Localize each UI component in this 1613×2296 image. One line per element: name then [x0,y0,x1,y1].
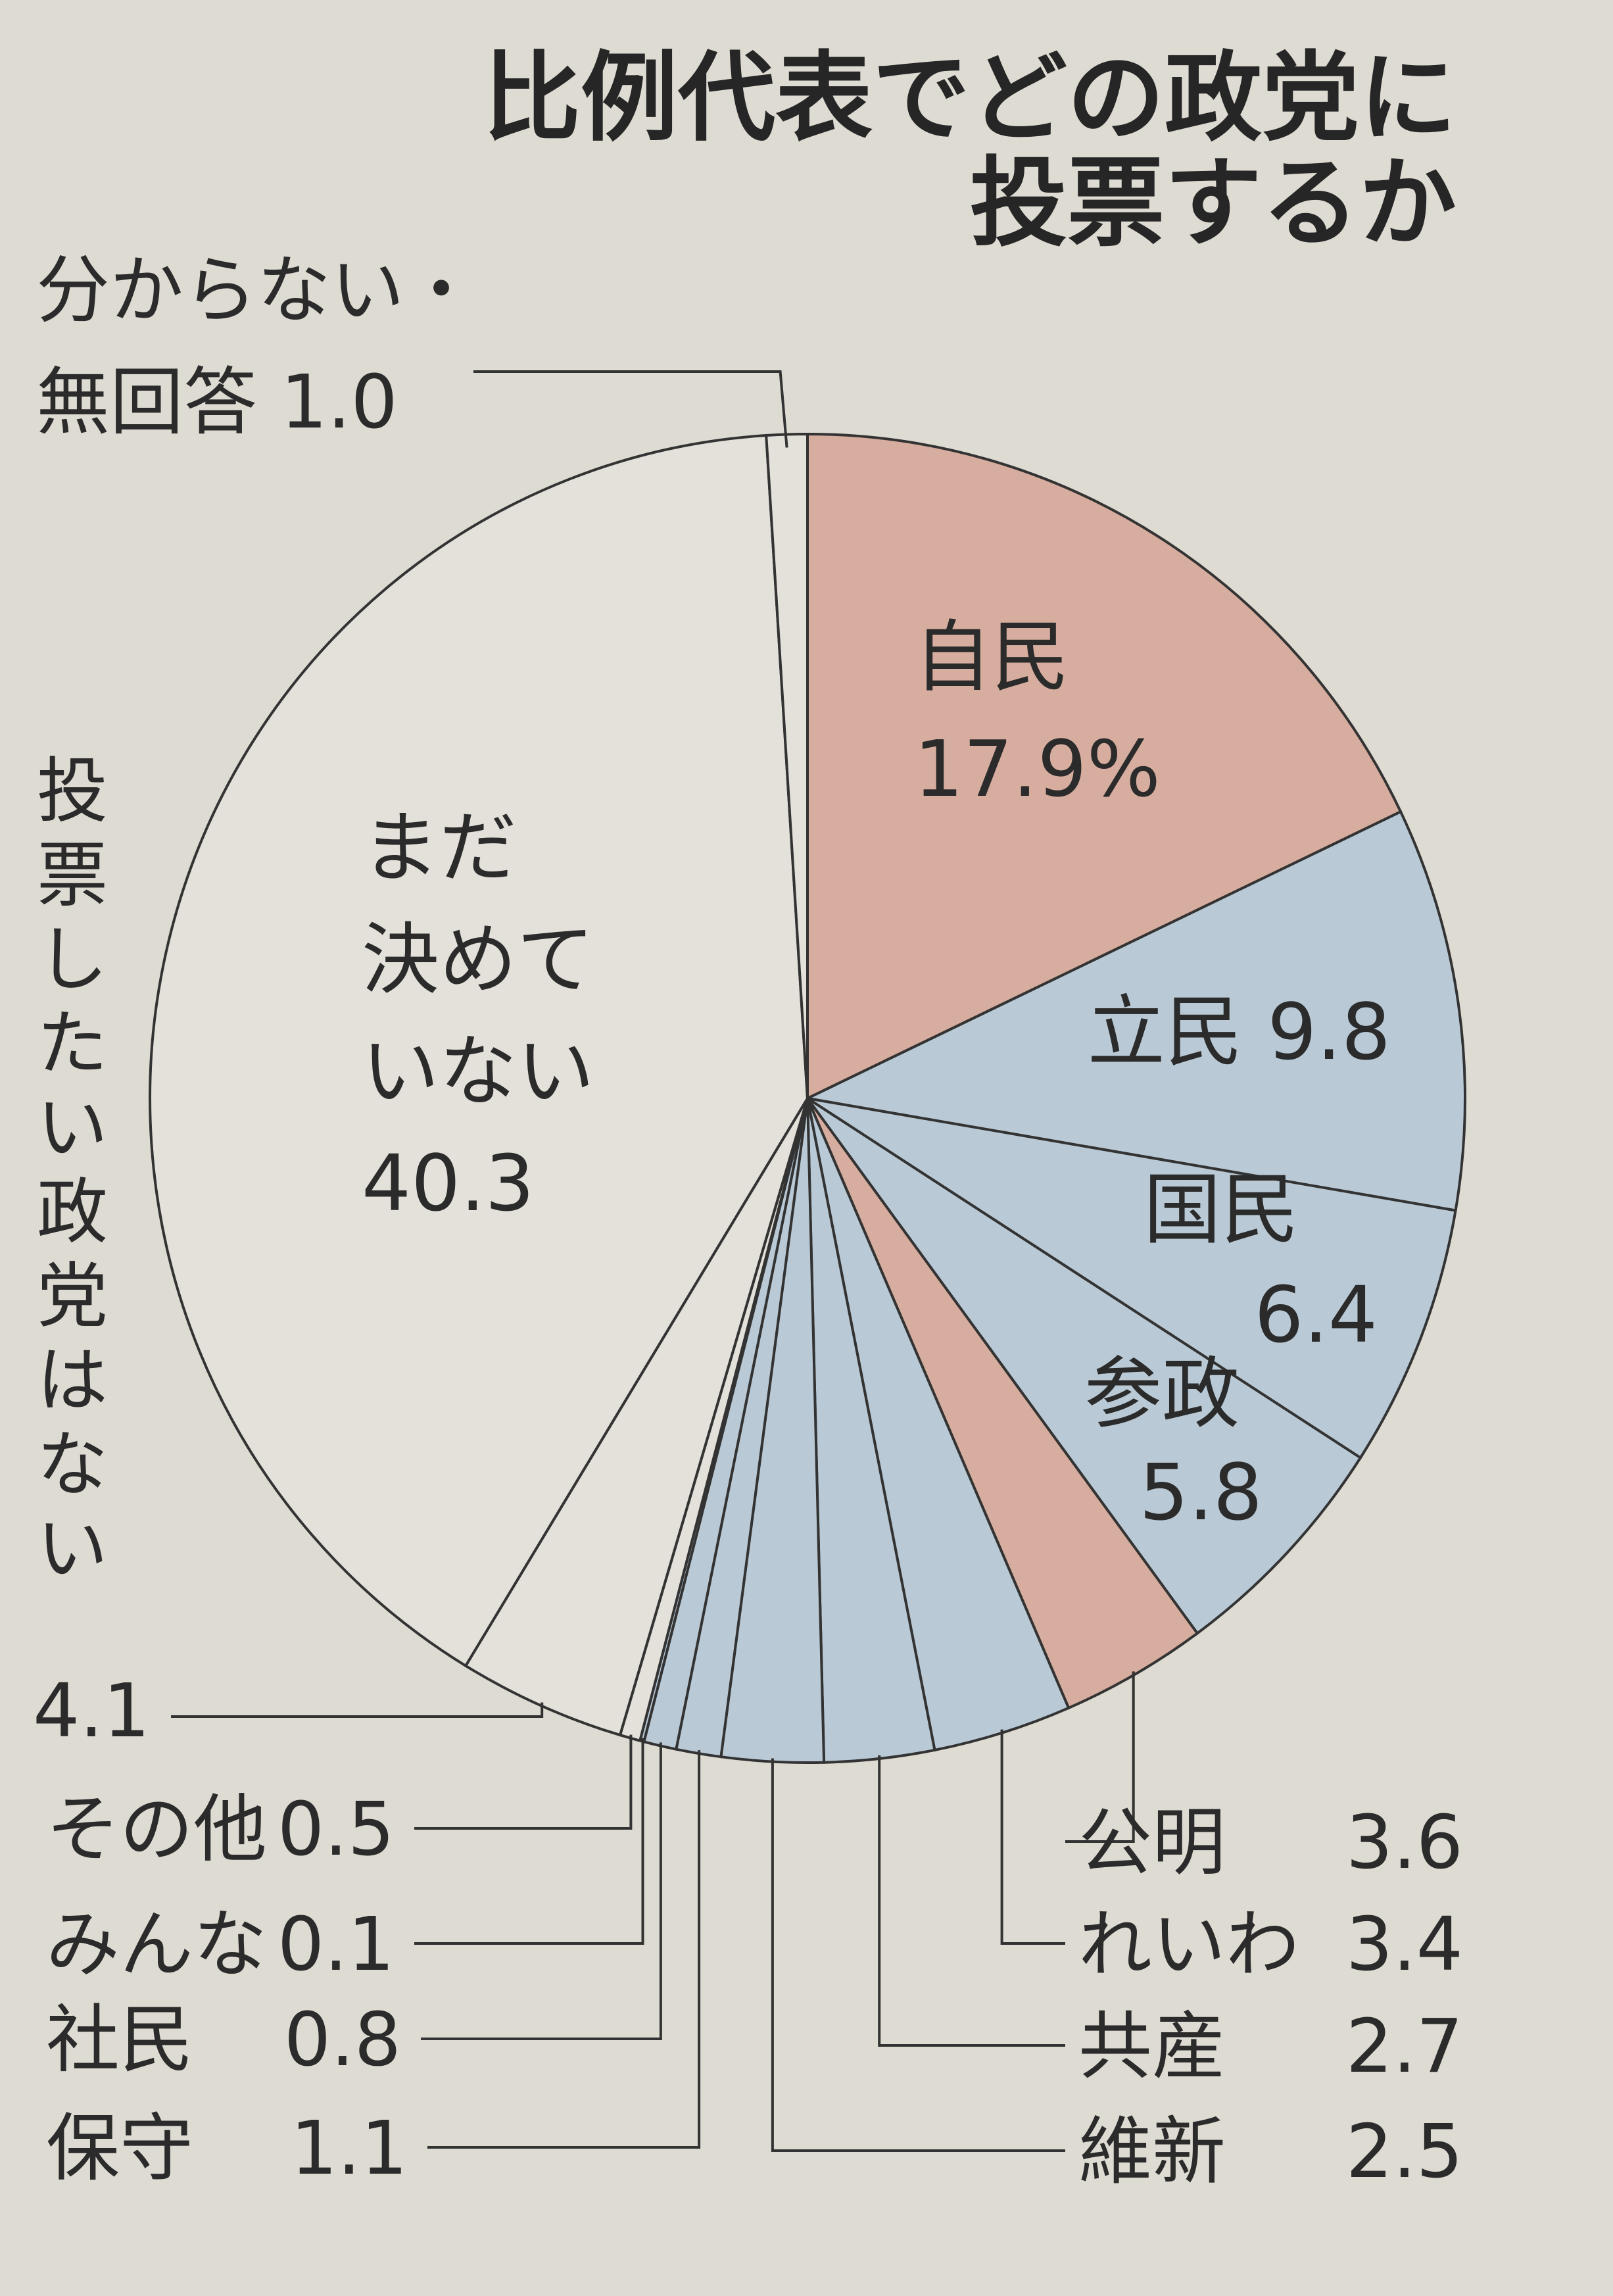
leader-right-4 [771,1758,1065,2152]
leader-right-1 [1065,1671,1135,1843]
label-jimin-value: 17.9% [914,723,1161,814]
label-none-char-3: し [37,919,108,1001]
label-right-name-2: れいわ [1078,1902,1299,1988]
label-left-name-4: 保守 [46,2106,193,2191]
label-rikken: 立民 9.8 [1088,987,1391,1077]
label-right-name-1: 公明 [1078,1800,1226,1886]
leader-lines [171,370,1135,2152]
label-kokumin-value: 6.4 [1254,1269,1378,1360]
label-sansei-value: 5.8 [1139,1447,1263,1538]
label-none-char-6: 政 [37,1171,108,1254]
label-none-value: 4.1 [33,1669,150,1754]
pie-slice-3 [806,1097,1457,1460]
chart-title: 比例代表でどの政党に 投票するか [483,41,1457,260]
label-right-value-4: 2.5 [1346,2109,1463,2195]
pie-slice-5 [806,1097,1199,1710]
label-left-name-2: みんな [46,1902,267,1988]
label-right-value-1: 3.6 [1346,1800,1463,1886]
label-undecided-1: まだ [362,802,517,893]
label-none-char-9: な [37,1424,108,1506]
pie-slice-2 [803,810,1466,1212]
label-right-value-2: 3.4 [1346,1902,1463,1988]
label-none-char-5: い [37,1087,108,1169]
label-unknown-1: 分からない・ [36,248,478,333]
label-left-value-1: 0.5 [277,1787,395,1872]
label-left-name-3: 社民 [46,1997,193,2083]
label-left-value-2: 0.1 [277,1902,395,1988]
leader-unknown [473,370,788,448]
label-jimin-name: 自民 [914,612,1069,702]
label-none-char-4: た [37,1003,108,1085]
label-right-name-4: 維新 [1078,2109,1226,2195]
pie-slice-4 [806,1097,1362,1636]
label-none-char-10: い [37,1508,108,1590]
leader-left-1 [414,1734,633,1830]
leader-none [171,1702,544,1718]
label-left-value-3: 0.8 [284,1997,401,2083]
label-none-char-7: 党 [37,1256,108,1338]
label-left-value-4: 1.1 [291,2106,408,2191]
label-undecided-3: いない [362,1026,594,1117]
label-none-char-1: 投 [37,750,108,833]
label-unknown-2: 無回答 1.0 [36,360,398,445]
label-undecided-value: 40.3 [362,1138,535,1229]
label-right-value-3: 2.7 [1346,2004,1463,2089]
label-none-char-8: は [37,1340,108,1422]
label-kokumin-name: 国民 [1144,1164,1299,1255]
leader-left-3 [421,1742,662,2040]
label-sansei-name: 参政 [1084,1348,1240,1439]
pie-slice-14 [149,433,809,1668]
chart-title-line-1: 比例代表でどの政党に [483,41,1457,155]
label-undecided-2: 決めて [362,914,594,1005]
label-left-name-1: その他 [46,1787,267,1872]
leader-left-4 [427,1750,701,2149]
leader-right-2 [1000,1729,1065,1945]
leader-right-3 [878,1755,1065,2047]
leader-left-2 [414,1738,644,1945]
label-none-char-2: 票 [37,835,108,917]
pie-slices [149,432,1466,1765]
pie-slice-1 [806,432,1403,1101]
label-right-name-3: 共産 [1078,2004,1226,2089]
chart-title-line-2: 投票するか [970,147,1457,260]
